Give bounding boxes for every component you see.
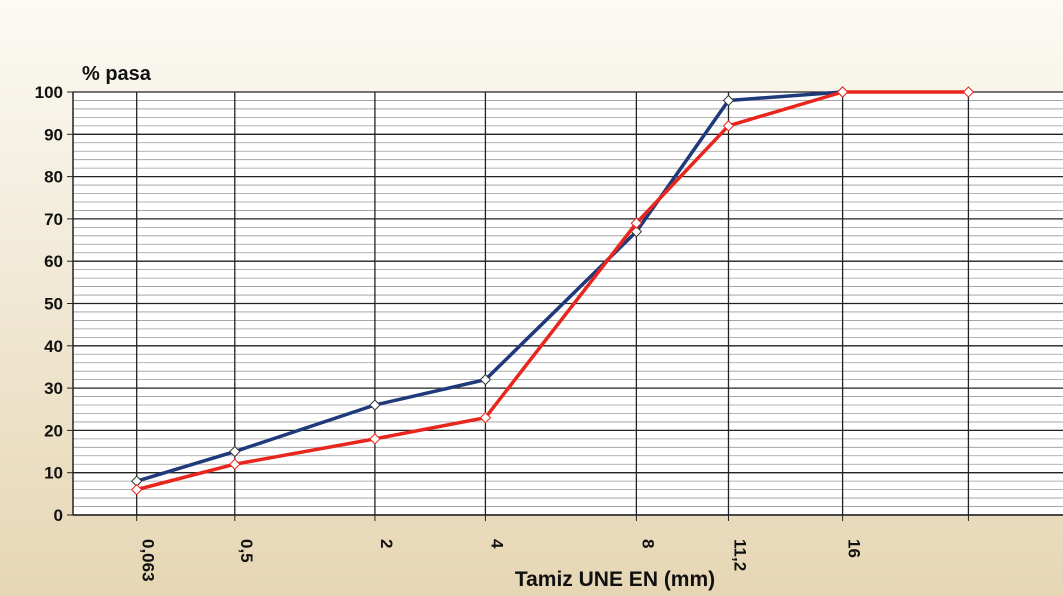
data-point: [229, 445, 241, 458]
x-axis-label: Tamiz UNE EN (mm): [515, 568, 715, 591]
x-tick-label: 8: [638, 539, 657, 548]
x-tick-label: 2: [377, 539, 396, 548]
y-tick-label: 70: [44, 210, 63, 229]
data-point: [369, 433, 381, 445]
y-tick-label: 0: [54, 506, 63, 525]
y-tick-label: 30: [44, 379, 63, 398]
y-tick-label: 80: [44, 168, 63, 187]
data-point: [836, 86, 849, 98]
data-point: [722, 120, 735, 132]
data-point: [130, 483, 143, 496]
data-point: [369, 399, 381, 411]
x-tick-label: 16: [845, 539, 864, 558]
data-point: [962, 86, 975, 98]
data-point: [479, 412, 492, 424]
x-tick-label: 11,2: [730, 539, 749, 571]
y-tick-label: 90: [44, 125, 63, 144]
y-tick-label: 20: [44, 421, 63, 440]
x-tick-label: 4: [487, 539, 506, 549]
data-point: [630, 217, 643, 229]
x-tick-label: 0,063: [139, 539, 158, 582]
series-line: [136, 90, 969, 492]
data-point: [479, 373, 492, 386]
y-tick-label: 100: [35, 83, 63, 102]
y-tick-label: 10: [44, 464, 63, 483]
y-tick-label: 60: [44, 252, 63, 271]
y-tick-label: 40: [44, 337, 63, 356]
y-axis-label: % pasa: [82, 63, 152, 85]
data-point: [229, 458, 241, 470]
y-tick-label: 50: [44, 295, 63, 314]
x-tick-label: 0,5: [237, 539, 256, 563]
data-point: [722, 94, 735, 107]
